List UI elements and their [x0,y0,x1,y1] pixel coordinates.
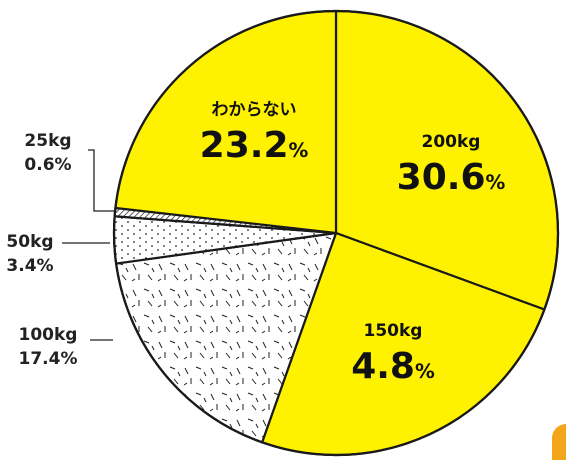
outside-label-percent: 3.4% [6,256,53,276]
slice-label-200kg: 200kg 30.6% [397,132,506,198]
pie-slice-unknown-5 [114,9,338,235]
outside-label-name: 25kg [24,131,71,151]
slice-percent-label: 30.6% [397,157,506,198]
slice-name-label: 200kg [422,132,481,152]
slice-name-label: 150kg [364,321,423,341]
leader-line [88,149,114,212]
outside-label-50kg: 50kg 3.4% [6,232,110,276]
slice-name-label: わからない [212,100,297,120]
outside-label-name: 50kg [6,232,53,252]
outside-label-name: 100kg [19,325,78,345]
outside-label-percent: 17.4% [19,349,78,369]
slice-percent-label: 4.8% [351,346,435,387]
pie-slices [112,9,560,457]
outside-label-100kg: 100kg 17.4% [19,325,113,369]
corner-decoration [552,424,566,460]
pie-labels: 200kg 30.6% 150kg 4.8% わからない 23.2% 100kg 17.4% 5… [6,100,505,387]
slice-label-150kg: 150kg 4.8% [351,321,435,387]
slice-label-unknown-5: わからない 23.2% [200,100,309,166]
outside-label-25kg: 25kg 0.6% [24,131,114,212]
pie-outline [112,9,560,457]
slice-percent-label: 23.2% [200,125,309,166]
outside-label-percent: 0.6% [24,155,71,175]
